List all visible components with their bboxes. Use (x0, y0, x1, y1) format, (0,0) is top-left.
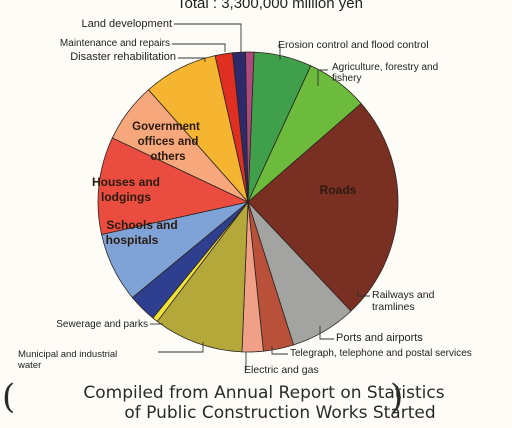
note-close-paren: ) (390, 377, 404, 417)
leader-line (174, 23, 242, 52)
pie-slice (97, 137, 250, 235)
leader-line (278, 45, 281, 60)
slice-label: others (150, 151, 185, 163)
leader-line (158, 342, 204, 353)
leader-line (357, 290, 370, 297)
leader-line (271, 346, 288, 355)
slice-label: Municipal and industrial (18, 349, 117, 360)
slice-label: Land development (81, 18, 172, 30)
note-open-paren: ( (2, 377, 16, 417)
slice-label: Maintenance and repairs (60, 38, 170, 49)
pie-slice (156, 200, 249, 353)
slice-label: Telegraph, telephone and postal services (290, 348, 472, 359)
chart-title: Total : 3,300,000 million yen (177, 0, 363, 12)
slice-label: offices and (138, 136, 199, 148)
slice-label: Electric and gas (244, 364, 319, 376)
slice-label: Disaster rehabilitation (70, 51, 176, 63)
leader-line (178, 57, 206, 62)
slice-label: Schools and (106, 218, 177, 232)
leader-line (319, 326, 334, 340)
pie-slice (245, 51, 255, 203)
slice-label: Government (132, 121, 200, 133)
slice-label: tramlines (372, 301, 415, 313)
pie-slice (247, 102, 399, 312)
slice-label: Ports and airports (336, 332, 423, 344)
slice-label: lodgings (101, 190, 151, 204)
slice-label: Railways and (372, 289, 435, 301)
slice-label: Houses and (92, 175, 160, 189)
slice-label: Sewerage and parks (56, 319, 148, 330)
slice-label: Agriculture, forestry and (332, 62, 438, 73)
source-note-line-2: of Public Construction Works Started (124, 403, 436, 423)
source-note-line-1: Compiled from Annual Report on Statistic… (83, 383, 445, 403)
slice-label: Erosion control and flood control (278, 39, 429, 51)
slice-label: hospitals (106, 233, 159, 247)
slice-label: fishery (332, 73, 361, 84)
leader-line (172, 43, 226, 52)
slice-label: Roads (320, 183, 357, 197)
slice-label: water (17, 360, 41, 371)
leader-line (317, 69, 328, 86)
